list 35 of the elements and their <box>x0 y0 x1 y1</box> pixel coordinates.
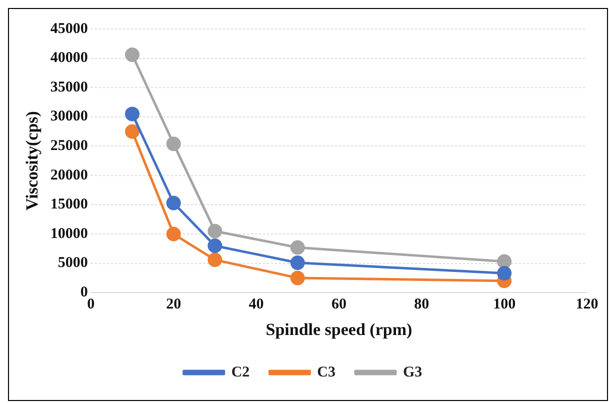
y-tick-label: 45000 <box>50 20 88 37</box>
point <box>290 255 305 270</box>
x-tick-label: 20 <box>166 296 182 312</box>
point <box>124 124 140 139</box>
point <box>166 136 181 152</box>
x-tick-label: 120 <box>576 296 598 312</box>
y-tick-label: 5000 <box>58 255 88 272</box>
y-tick-label: 20000 <box>50 167 88 184</box>
point <box>497 254 512 269</box>
point <box>497 266 512 281</box>
y-tick-label: 15000 <box>50 196 88 213</box>
point <box>208 252 222 268</box>
point <box>166 226 181 242</box>
legend-label: C3 <box>317 364 336 380</box>
y-tick-label: 0 <box>80 284 88 300</box>
point <box>124 106 140 122</box>
y-tick-label: 30000 <box>50 108 88 125</box>
y-axis-title: Viscosity(cps) <box>22 111 42 211</box>
point <box>290 270 305 286</box>
x-tick-label: 80 <box>414 296 430 312</box>
x-tick-label: 60 <box>331 296 346 312</box>
y-tick-label: 10000 <box>50 226 88 242</box>
point <box>166 196 181 210</box>
x-tick-label: 40 <box>248 296 264 312</box>
point <box>124 48 140 62</box>
y-tick-label: 40000 <box>50 50 88 66</box>
point <box>208 238 222 253</box>
point <box>208 224 222 238</box>
x-tick-label: 100 <box>493 296 516 312</box>
legend-label: C2 <box>231 364 250 380</box>
x-axis-title: Spindle speed (rpm) <box>266 320 412 340</box>
legend-label: G3 <box>403 364 422 380</box>
point <box>290 240 305 255</box>
y-tick-label: 35000 <box>50 79 88 96</box>
y-tick-label: 25000 <box>50 138 88 154</box>
